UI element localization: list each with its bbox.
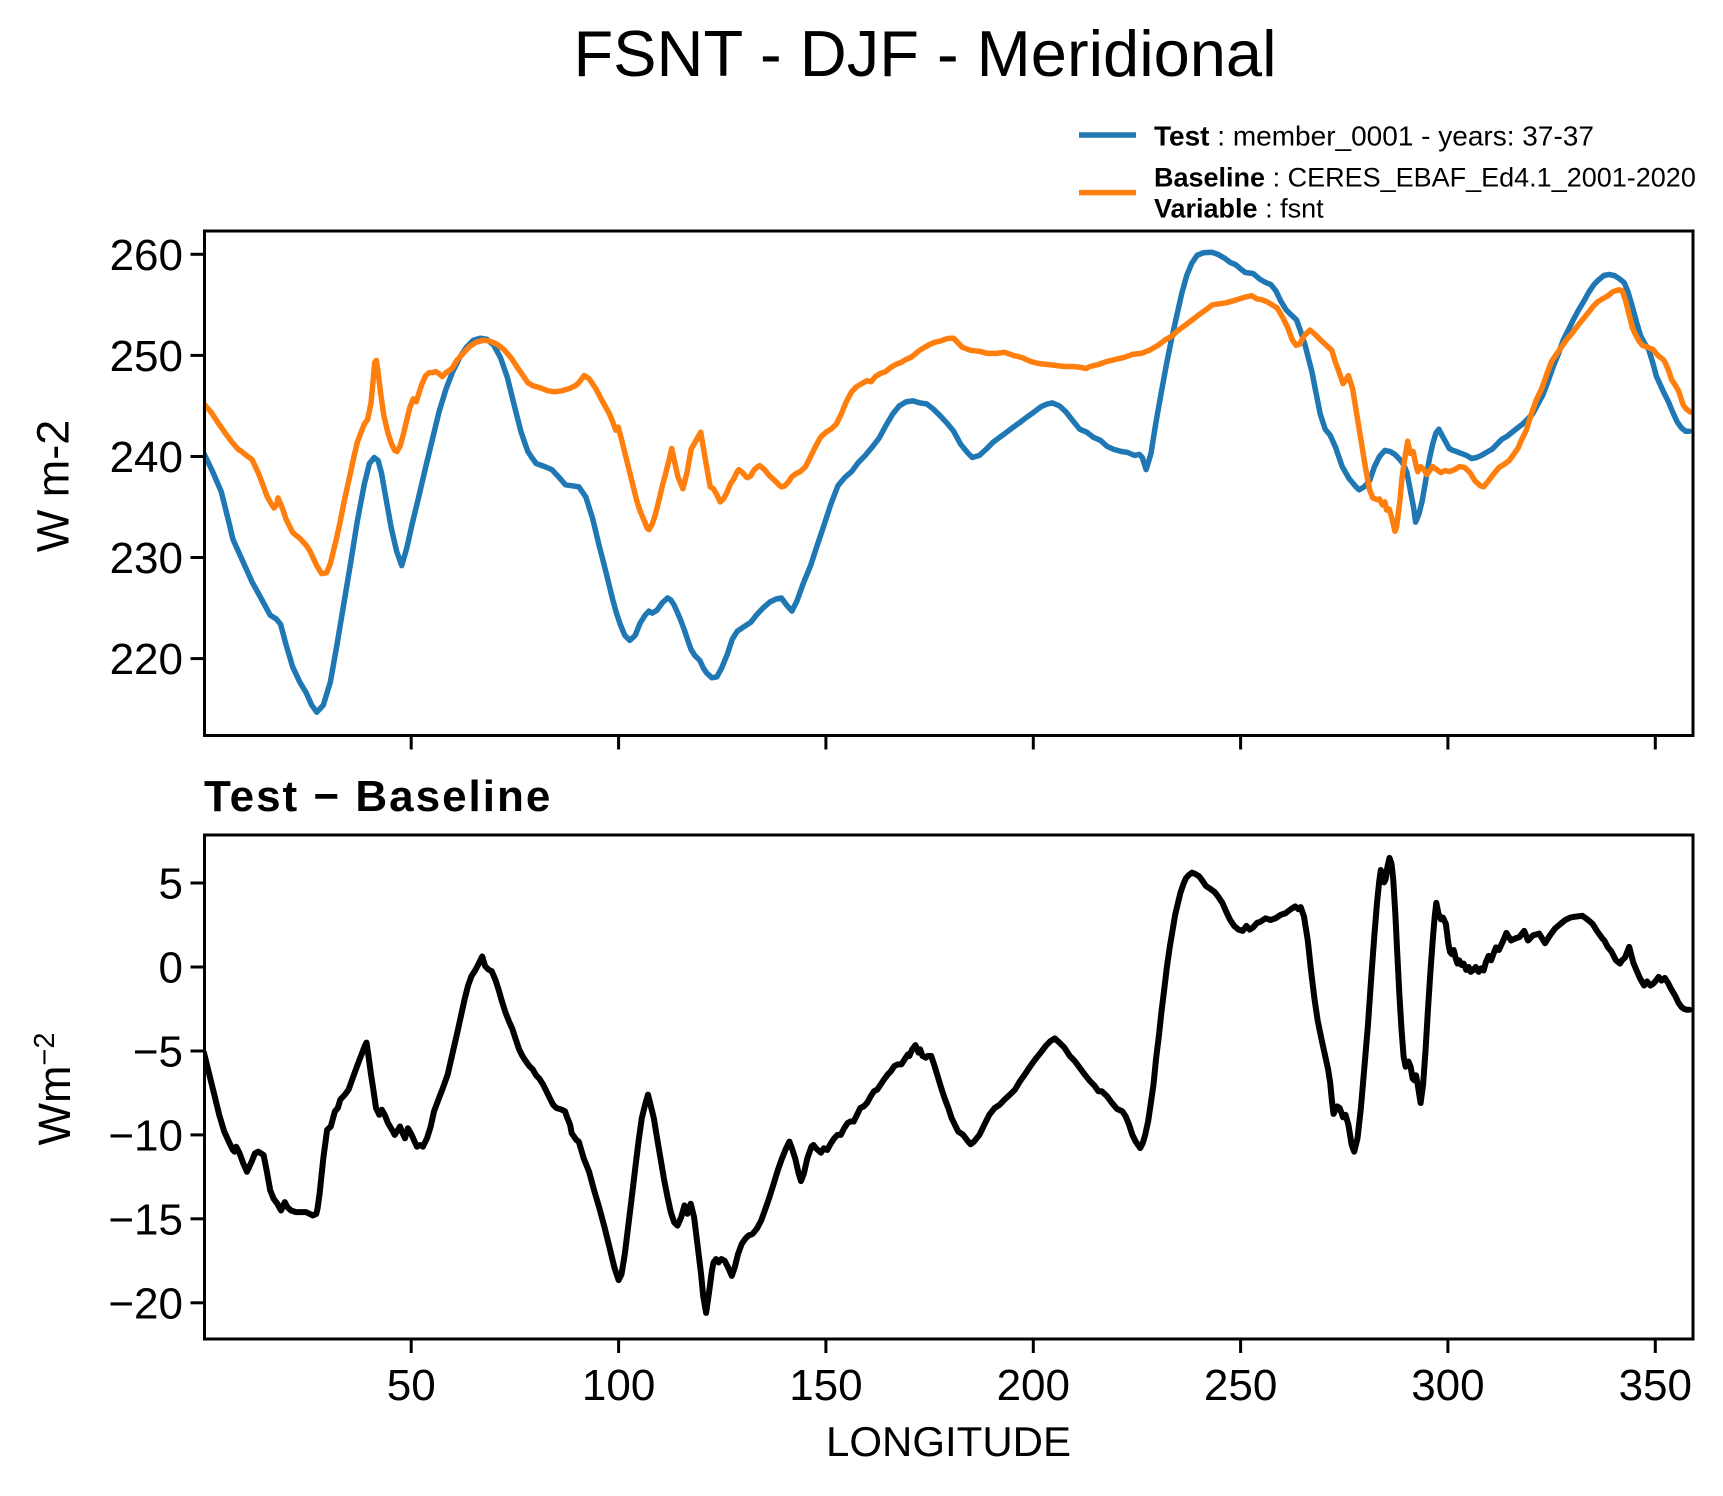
svg-text:Test − Baseline: Test − Baseline — [204, 772, 552, 821]
svg-text:−5: −5 — [133, 1028, 183, 1077]
svg-text:50: 50 — [387, 1361, 436, 1410]
svg-text:LONGITUDE: LONGITUDE — [826, 1418, 1071, 1465]
svg-text:350: 350 — [1619, 1361, 1692, 1410]
svg-text:200: 200 — [997, 1361, 1070, 1410]
svg-text:250: 250 — [110, 332, 183, 381]
svg-text:240: 240 — [110, 433, 183, 482]
svg-text:−15: −15 — [108, 1195, 183, 1244]
svg-text:FSNT - DJF - Meridional: FSNT - DJF - Meridional — [573, 17, 1276, 90]
svg-text:W m-2: W m-2 — [28, 420, 79, 552]
svg-text:5: 5 — [159, 860, 183, 909]
svg-text:Baseline : CERES_EBAF_Ed4.1_20: Baseline : CERES_EBAF_Ed4.1_2001-2020 — [1154, 163, 1696, 193]
svg-text:230: 230 — [110, 534, 183, 583]
svg-text:Test : member_0001 - years: 37: Test : member_0001 - years: 37-37 — [1154, 121, 1594, 152]
svg-text:Variable : fsnt: Variable : fsnt — [1154, 194, 1324, 224]
svg-text:100: 100 — [582, 1361, 655, 1410]
svg-text:−20: −20 — [108, 1279, 183, 1328]
svg-text:0: 0 — [159, 944, 183, 993]
svg-text:−10: −10 — [108, 1111, 183, 1160]
svg-text:250: 250 — [1204, 1361, 1277, 1410]
svg-text:300: 300 — [1411, 1361, 1484, 1410]
svg-text:220: 220 — [110, 635, 183, 684]
svg-text:150: 150 — [789, 1361, 862, 1410]
svg-text:260: 260 — [110, 231, 183, 280]
